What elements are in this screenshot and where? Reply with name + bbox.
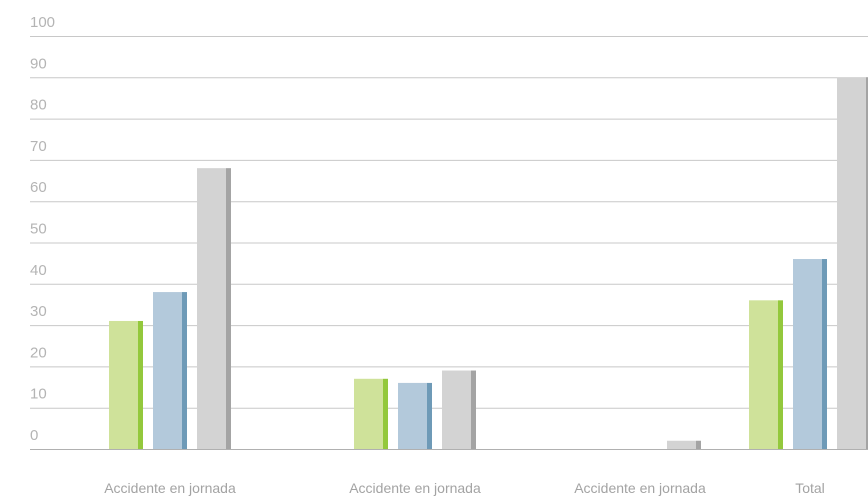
bar-edge bbox=[383, 378, 388, 449]
bar bbox=[667, 440, 701, 449]
bar-edge bbox=[226, 168, 231, 449]
bar-group bbox=[749, 77, 868, 450]
y-tick-label: 80 bbox=[30, 97, 47, 114]
y-tick-label: 40 bbox=[30, 262, 47, 279]
bar-group bbox=[354, 370, 476, 449]
bar-edge bbox=[696, 440, 701, 449]
y-tick-label: 30 bbox=[30, 303, 47, 320]
bar-group bbox=[667, 440, 701, 449]
y-tick-label: 10 bbox=[30, 386, 47, 403]
bar-fill bbox=[398, 382, 427, 449]
y-tick-label: 0 bbox=[30, 427, 38, 444]
bars bbox=[109, 77, 868, 450]
y-tick-label: 60 bbox=[30, 179, 47, 196]
x-category-label: Accidente en jornada bbox=[349, 480, 481, 496]
bar-fill bbox=[793, 259, 822, 449]
bar-fill bbox=[667, 440, 696, 449]
bar-edge bbox=[471, 370, 476, 449]
x-category-label: Accidente en jornada bbox=[574, 480, 706, 496]
bar-fill bbox=[109, 320, 138, 449]
bar-edge bbox=[427, 382, 432, 449]
bar-edge bbox=[138, 320, 143, 449]
y-tick-label: 50 bbox=[30, 221, 47, 238]
x-category-label: Accidente en jornada bbox=[104, 480, 236, 496]
bar-edge bbox=[822, 259, 827, 449]
bar-fill bbox=[153, 292, 182, 449]
bar bbox=[197, 168, 231, 449]
x-axis-category-labels: Accidente en jornada Accidente en jornada… bbox=[104, 480, 825, 496]
y-tick-label: 20 bbox=[30, 344, 47, 361]
bar-group bbox=[109, 168, 231, 449]
bar bbox=[153, 292, 187, 449]
bar-fill bbox=[749, 300, 778, 449]
y-tick-label: 90 bbox=[30, 55, 47, 72]
bar-fill bbox=[442, 370, 471, 449]
bar-fill bbox=[354, 378, 383, 449]
bar bbox=[442, 370, 476, 449]
bar bbox=[793, 259, 827, 449]
bar-edge bbox=[182, 292, 187, 449]
bar bbox=[749, 300, 783, 449]
bar-edge bbox=[866, 77, 868, 450]
bar bbox=[398, 382, 432, 449]
bar-fill bbox=[197, 168, 226, 449]
y-axis-tick-labels: 0 10 20 30 40 50 60 70 80 90 100 bbox=[30, 14, 55, 444]
bar bbox=[354, 378, 388, 449]
bar-edge bbox=[778, 300, 783, 449]
bar-fill bbox=[837, 77, 866, 450]
y-tick-label: 100 bbox=[30, 14, 55, 31]
bar bbox=[837, 77, 868, 450]
x-category-label: Total bbox=[795, 480, 825, 496]
bar bbox=[109, 320, 143, 449]
y-tick-label: 70 bbox=[30, 138, 47, 155]
